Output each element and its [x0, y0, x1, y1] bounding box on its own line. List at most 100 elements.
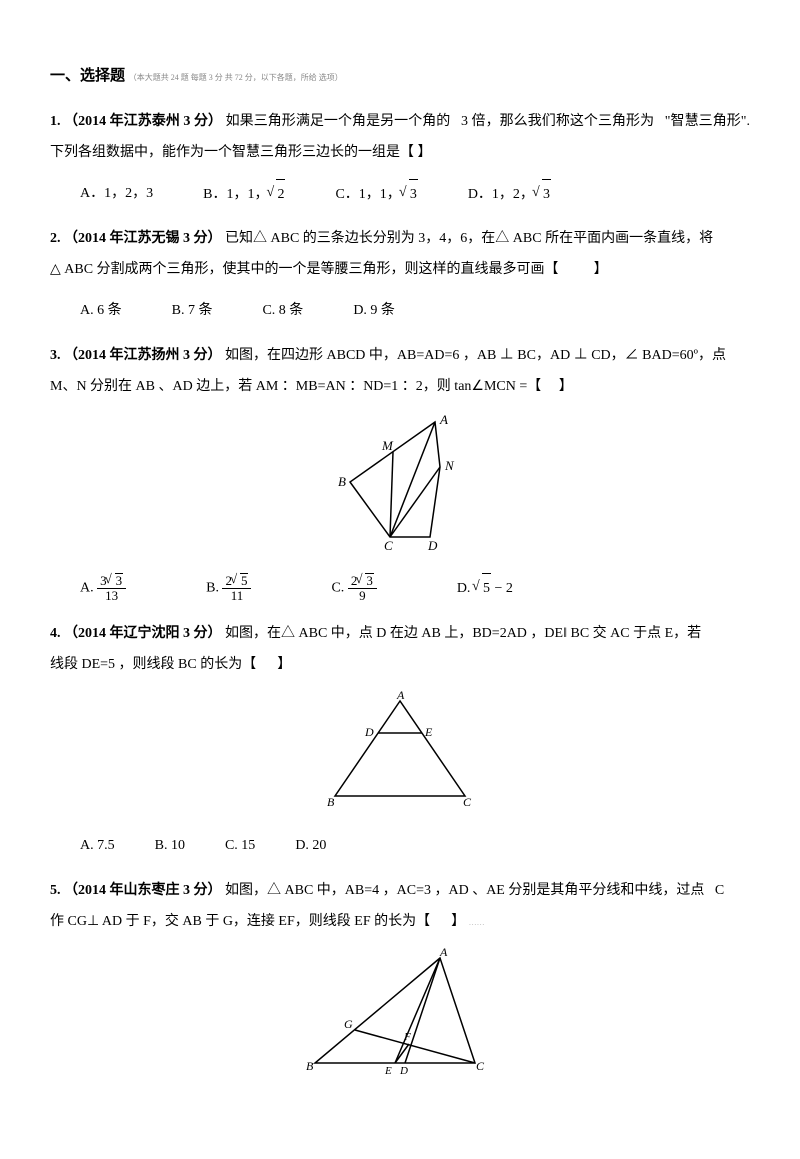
- q1-d: D．1，2， 3: [468, 179, 551, 211]
- fraction: 25 11: [222, 573, 251, 604]
- q4-b: B. 10: [155, 831, 185, 862]
- svg-text:C: C: [476, 1059, 485, 1073]
- q2-prefix: （2014 年江苏无锡 3 分）: [64, 231, 222, 246]
- q3-c-label: C.: [331, 581, 344, 596]
- q3-t2: M、N 分别在 AB 、AD 边上，若 AM ：MB=AN ：ND=1 ：2，则…: [50, 379, 541, 394]
- figure-q3: A B C D M N: [50, 412, 750, 565]
- svg-text:F: F: [403, 1031, 411, 1043]
- svg-text:C: C: [384, 538, 393, 552]
- q2-d: D. 9 条: [353, 296, 395, 327]
- svg-text:D: D: [399, 1065, 408, 1077]
- q5-num: 5.: [50, 883, 61, 898]
- q3-c: C. 23 9: [331, 573, 376, 605]
- q5-t2: C: [715, 883, 724, 898]
- section-title-text: 一、选择题: [50, 68, 125, 84]
- q5-t3: 作 CG⊥ AD 于 F，交 AB 于 G，连接 EF，则线段 EF 的长为【: [50, 914, 430, 929]
- q4-c: C. 15: [225, 831, 255, 862]
- q2-t1: 已知△ ABC 的三条边长分别为 3，4，6，在△ ABC 所在平面内画一条直线…: [225, 231, 713, 246]
- q5-t1: 如图，△ ABC 中，AB=4 ，AC=3 ，AD 、AE 分别是其角平分线和中…: [225, 883, 704, 898]
- q3-c-rad: 3: [365, 573, 374, 588]
- question-3: 3. （2014 年江苏扬州 3 分） 如图，在四边形 ABCD 中，AB=AD…: [50, 341, 750, 403]
- q2-b: B. 7 条: [172, 296, 213, 327]
- svg-text:A: A: [396, 691, 405, 702]
- sqrt-icon: 5: [232, 573, 249, 588]
- q3-b-den: 11: [222, 589, 251, 603]
- sqrt-icon: 3: [107, 573, 124, 588]
- q4-d: D. 20: [295, 831, 326, 862]
- q1-d-rad: 3: [542, 179, 551, 211]
- q1-d-label: D．1，2，: [468, 187, 534, 202]
- q1-c-label: C．1，1，: [335, 187, 400, 202]
- q2-choices: A. 6 条 B. 7 条 C. 8 条 D. 9 条: [80, 296, 750, 327]
- q4-prefix: （2014 年辽宁沈阳 3 分）: [64, 626, 222, 641]
- section-title: 一、选择题 （本大题共 24 题 每题 3 分 共 72 分，以下各题，所给 选…: [50, 60, 750, 93]
- q3-close: 】: [559, 379, 573, 394]
- q4-close: 】: [277, 657, 291, 672]
- sqrt-icon: 3: [401, 179, 418, 211]
- q1-close: 】: [418, 145, 432, 160]
- q2-num: 2.: [50, 231, 61, 246]
- sqrt-icon: 5: [474, 573, 491, 605]
- sqrt-icon: 3: [357, 573, 374, 588]
- sqrt-icon: 3: [534, 179, 551, 211]
- section-note: （本大题共 24 题 每题 3 分 共 72 分，以下各题，所给 选项）: [129, 73, 343, 82]
- q3-b-label: B.: [206, 581, 219, 596]
- sqrt-icon: 2: [268, 179, 285, 211]
- q4-num: 4.: [50, 626, 61, 641]
- q2-c: C. 8 条: [262, 296, 303, 327]
- q1-choices: A．1，2，3 B．1，1， 2 C．1，1， 3 D．1，2， 3: [80, 179, 750, 211]
- q4-t2: 线段 DE=5 ，则线段 BC 的长为【: [50, 657, 256, 672]
- figure-q4: A B C D E: [50, 691, 750, 824]
- q2-close: 】: [594, 262, 608, 277]
- q3-a-den: 13: [97, 589, 126, 603]
- svg-text:M: M: [381, 438, 394, 453]
- q3-c-den: 9: [348, 589, 377, 603]
- q3-b-rad: 5: [240, 573, 249, 588]
- q1-c: C．1，1， 3: [335, 179, 417, 211]
- question-4: 4. （2014 年辽宁沈阳 3 分） 如图，在△ ABC 中，点 D 在边 A…: [50, 619, 750, 681]
- q4-choices: A. 7.5 B. 10 C. 15 D. 20: [80, 831, 750, 862]
- q5-close: 】: [451, 914, 465, 929]
- q1-b: B．1，1， 2: [203, 179, 285, 211]
- q5-prefix: （2014 年山东枣庄 3 分）: [64, 883, 222, 898]
- q3-a-label: A.: [80, 581, 94, 596]
- q3-choices: A. 33 13 B. 25 11 C. 23 9 D. 5 − 2: [80, 573, 750, 605]
- q1-t1: 如果三角形满足一个角是另一个角的: [226, 114, 451, 129]
- svg-text:D: D: [364, 725, 374, 739]
- q2-t2: △ ABC 分割成两个三角形，使其中的一个是等腰三角形，则这样的直线最多可画【: [50, 262, 559, 277]
- q1-a: A．1，2，3: [80, 179, 153, 211]
- q1-num: 1.: [50, 114, 61, 129]
- svg-text:E: E: [384, 1065, 392, 1077]
- q1-c-rad: 3: [409, 179, 418, 211]
- svg-text:D: D: [427, 538, 438, 552]
- q3-d-label: D.: [457, 581, 471, 596]
- question-5: 5. （2014 年山东枣庄 3 分） 如图，△ ABC 中，AB=4 ，AC=…: [50, 876, 750, 938]
- q1-b-rad: 2: [276, 179, 285, 211]
- q4-a: A. 7.5: [80, 831, 115, 862]
- q5-note: ……: [469, 918, 485, 927]
- q3-prefix: （2014 年江苏扬州 3 分）: [64, 348, 222, 363]
- q3-d: D. 5 − 2: [457, 573, 513, 605]
- q3-t1: 如图，在四边形 ABCD 中，AB=AD=6 ，AB ⊥ BC，AD ⊥ CD，…: [225, 348, 726, 363]
- svg-text:B: B: [338, 474, 346, 489]
- q3-a-rad: 3: [115, 573, 124, 588]
- figure-q5: A B C D E F G: [50, 948, 750, 1091]
- q3-num: 3.: [50, 348, 61, 363]
- svg-text:A: A: [439, 948, 448, 959]
- q5-diagram: A B C D E F G: [300, 948, 500, 1078]
- q3-diagram: A B C D M N: [320, 412, 480, 552]
- q3-d-tail: − 2: [491, 581, 513, 596]
- svg-text:C: C: [463, 795, 472, 809]
- q3-d-rad: 5: [482, 573, 491, 605]
- svg-text:B: B: [327, 795, 335, 809]
- q1-b-label: B．1，1，: [203, 187, 268, 202]
- question-2: 2. （2014 年江苏无锡 3 分） 已知△ ABC 的三条边长分别为 3，4…: [50, 224, 750, 286]
- q3-a: A. 33 13: [80, 573, 126, 605]
- svg-text:E: E: [424, 725, 433, 739]
- fraction: 33 13: [97, 573, 126, 604]
- q4-t1: 如图，在△ ABC 中，点 D 在边 AB 上，BD=2AD ，DE‖ BC 交…: [225, 626, 701, 641]
- q3-b: B. 25 11: [206, 573, 251, 605]
- svg-text:A: A: [439, 412, 448, 427]
- svg-text:G: G: [344, 1017, 353, 1031]
- fraction: 23 9: [348, 573, 377, 604]
